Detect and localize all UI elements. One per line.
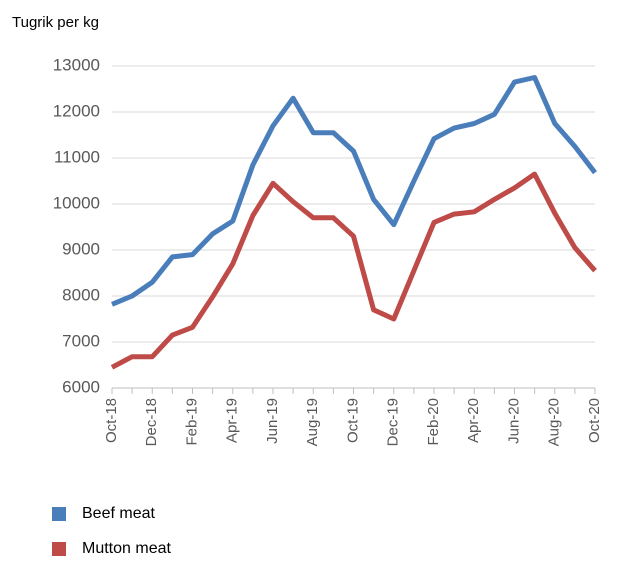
- legend-label-mutton-meat: Mutton meat: [82, 540, 171, 557]
- series-lines: [110, 75, 597, 370]
- y-tick-label-8000: 8000: [62, 285, 100, 304]
- gridlines: [112, 65, 595, 343]
- x-tick-label-Oct-20: Oct-20: [586, 398, 603, 443]
- legend-label-beef-meat: Beef meat: [82, 505, 155, 522]
- x-tick-label-Oct-18: Oct-18: [103, 398, 120, 443]
- y-tick-label-7000: 7000: [62, 331, 100, 350]
- y-tick-label-12000: 12000: [53, 101, 100, 120]
- series-line-mutton-meat: [110, 171, 597, 370]
- y-axis-ticks: 6000 7000 8000 9000 10000 11000 12000 13000: [53, 55, 100, 396]
- legend: Beef meat Mutton meat: [52, 505, 171, 557]
- x-tick-label-Apr-19: Apr-19: [224, 398, 241, 443]
- legend-swatch-beef-meat: [52, 507, 66, 521]
- series-line-beef-meat: [111, 75, 597, 307]
- x-tick-label-Jun-19: Jun-19: [264, 398, 281, 444]
- x-tick-label-Dec-19: Dec-19: [385, 398, 402, 446]
- x-tick-label-Aug-20: Aug-20: [546, 398, 563, 446]
- y-axis-unit-label: Tugrik per kg: [12, 14, 99, 31]
- x-tick-label-Apr-20: Apr-20: [465, 398, 482, 443]
- x-tick-label-Feb-20: Feb-20: [425, 398, 442, 446]
- x-tick-label-Dec-18: Dec-18: [143, 398, 160, 446]
- x-tick-label-Oct-19: Oct-19: [344, 398, 361, 443]
- x-tick-label-Jun-20: Jun-20: [505, 398, 522, 444]
- legend-swatch-mutton-meat: [52, 542, 66, 556]
- y-tick-label-6000: 6000: [62, 377, 100, 396]
- x-tick-label-Feb-19: Feb-19: [183, 398, 200, 446]
- x-tick-label-Aug-19: Aug-19: [304, 398, 321, 446]
- y-tick-label-9000: 9000: [62, 239, 100, 258]
- y-tick-label-11000: 11000: [54, 147, 100, 166]
- y-tick-label-10000: 10000: [53, 193, 100, 212]
- y-tick-label-13000: 13000: [53, 55, 100, 74]
- x-axis-ticks: Oct-18 Dec-18 Feb-19 Apr-19 Jun-19 Aug-19 Oct-…: [103, 388, 603, 446]
